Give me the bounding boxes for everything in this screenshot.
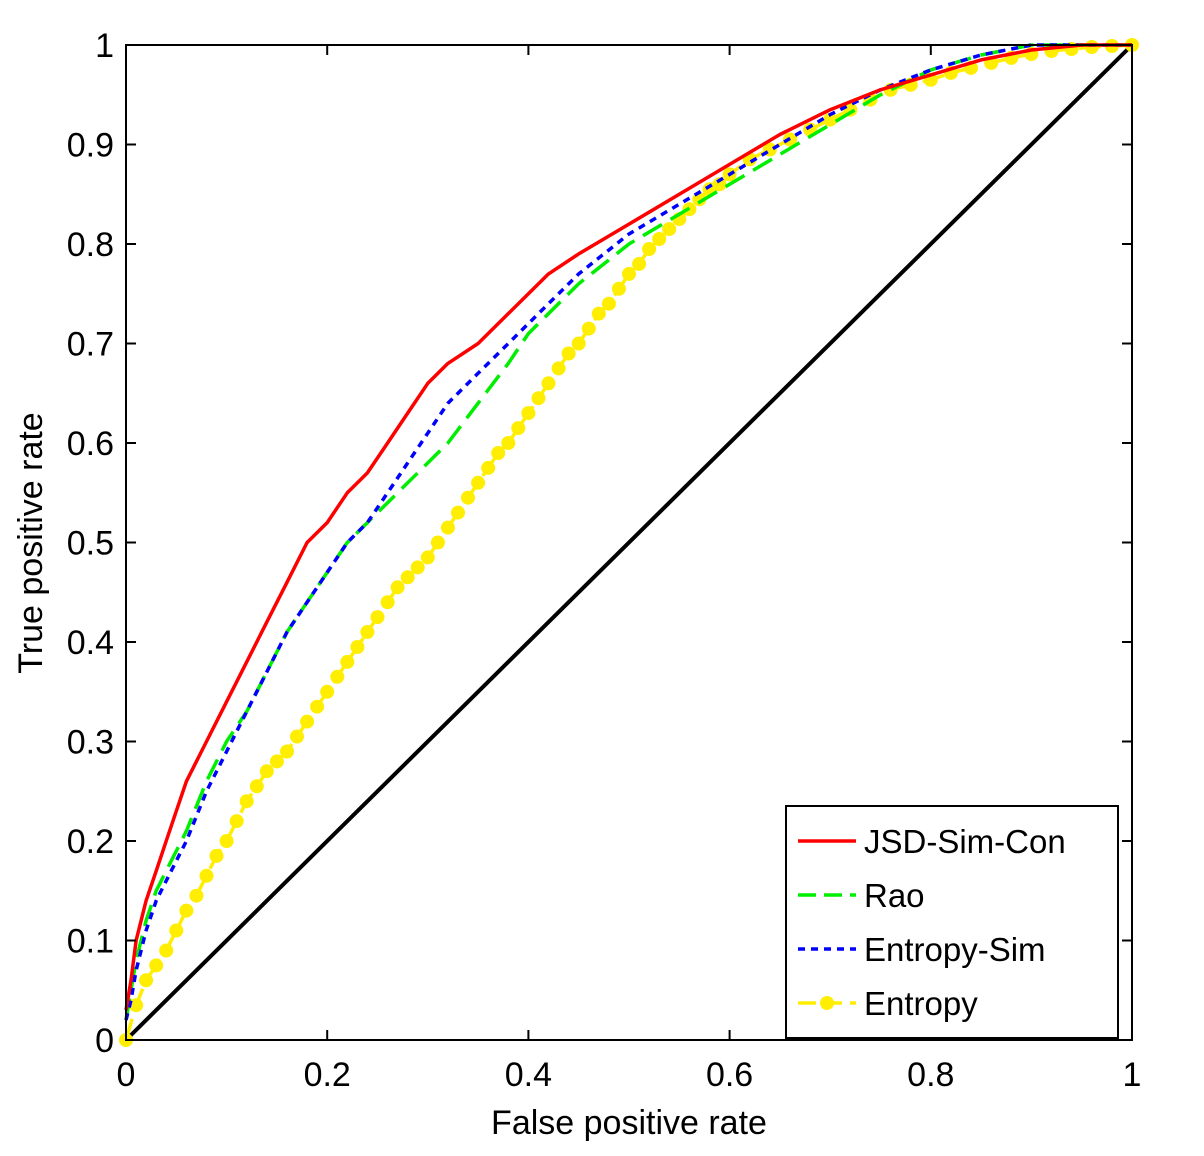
entropy-marker (662, 222, 677, 237)
entropy-marker (571, 336, 586, 351)
entropy-marker (129, 998, 144, 1013)
entropy-marker (159, 943, 174, 958)
entropy-marker (390, 580, 405, 595)
entropy-marker (330, 669, 345, 684)
y-tick-label: 0.7 (67, 326, 114, 364)
entropy-marker (622, 266, 636, 281)
entropy-marker (380, 595, 395, 610)
entropy-marker (430, 535, 445, 550)
entropy-marker (400, 570, 415, 585)
y-tick-label: 0.3 (67, 724, 114, 762)
y-tick-label: 1 (95, 27, 114, 65)
entropy-marker (440, 520, 455, 535)
entropy-marker (259, 764, 274, 779)
entropy-marker (199, 868, 214, 883)
entropy-marker (541, 376, 556, 391)
legend: JSD-Sim-Con Rao Entropy-Sim Entropy (785, 805, 1119, 1039)
entropy-marker (420, 550, 435, 565)
entropy-marker (601, 296, 616, 311)
series-line-rao (124, 43, 1132, 1021)
entropy-marker (531, 391, 546, 406)
entropy-marker (501, 436, 516, 450)
entropy-marker (360, 625, 375, 639)
legend-label: Entropy (864, 985, 978, 1022)
entropy-marker (219, 834, 234, 848)
entropy-marker (139, 973, 154, 988)
entropy-marker (249, 779, 264, 794)
y-tick-label: 0.1 (67, 923, 114, 961)
y-tick-label: 0.9 (67, 127, 114, 165)
legend-label: Rao (864, 877, 925, 914)
x-tick-label: 1 (1123, 1056, 1142, 1094)
entropy-marker (471, 475, 486, 490)
entropy-marker (823, 112, 838, 127)
x-tick-label: 0 (117, 1056, 136, 1094)
legend-box (785, 805, 1119, 1039)
entropy-marker (179, 903, 194, 918)
entropy-marker (410, 560, 425, 575)
entropy-marker (209, 848, 224, 863)
y-tick-label: 0.4 (67, 624, 114, 662)
entropy-marker (340, 654, 355, 669)
entropy-marker (611, 281, 626, 296)
legend-marker (820, 996, 834, 1010)
entropy-marker (511, 421, 526, 436)
entropy-marker (451, 505, 465, 520)
series-line-diagonal (124, 43, 1134, 1042)
entropy-marker (642, 242, 657, 256)
series-layer (119, 38, 1139, 1047)
entropy-marker (551, 361, 566, 376)
x-axis-title: False positive rate (491, 1104, 767, 1142)
y-tick-label: 0.2 (67, 823, 114, 861)
y-tick-label: 0.5 (67, 525, 114, 563)
legend-label: JSD-Sim-Con (864, 823, 1066, 860)
entropy-marker (712, 177, 727, 192)
entropy-marker (461, 490, 475, 505)
y-tick-label: 0.8 (67, 226, 114, 264)
y-tick-label: 0.6 (67, 425, 114, 463)
entropy-marker (521, 406, 536, 421)
y-axis-title: True positive rate (12, 412, 50, 673)
entropy-marker (239, 794, 254, 809)
entropy-marker (591, 306, 606, 321)
entropy-marker (370, 610, 385, 625)
entropy-marker (652, 232, 667, 246)
entropy-marker (561, 346, 576, 361)
entropy-marker (280, 744, 294, 759)
entropy-marker (310, 699, 325, 714)
x-tick-label: 0.8 (907, 1056, 954, 1094)
x-tick-label: 0.4 (505, 1056, 552, 1094)
entropy-marker (320, 684, 335, 699)
series-line-jsd-sim-con (124, 43, 1132, 1011)
series-line-entropy-sim (124, 43, 1132, 1021)
entropy-marker (269, 754, 284, 769)
entropy-marker (300, 714, 315, 729)
axes-layer: 0 0.2 0.4 0.6 0.8 1 0 0.1 0.2 0.3 0.4 0.5 0.6 0.7 0.8 0… (67, 27, 1142, 1094)
legend-label: Entropy-Sim (864, 931, 1046, 968)
entropy-marker (491, 446, 506, 460)
entropy-marker (1084, 40, 1099, 54)
x-tick-label: 0.2 (304, 1056, 351, 1094)
entropy-marker (350, 640, 365, 654)
entropy-marker (149, 958, 164, 973)
x-tick-label: 0.6 (706, 1056, 753, 1094)
y-tick-label: 0 (95, 1022, 114, 1060)
entropy-marker (481, 460, 496, 475)
entropy-marker (169, 923, 184, 938)
entropy-marker (189, 888, 204, 903)
entropy-marker (581, 321, 596, 336)
entropy-marker (632, 256, 647, 271)
entropy-marker (229, 814, 244, 829)
entropy-marker (290, 729, 304, 744)
